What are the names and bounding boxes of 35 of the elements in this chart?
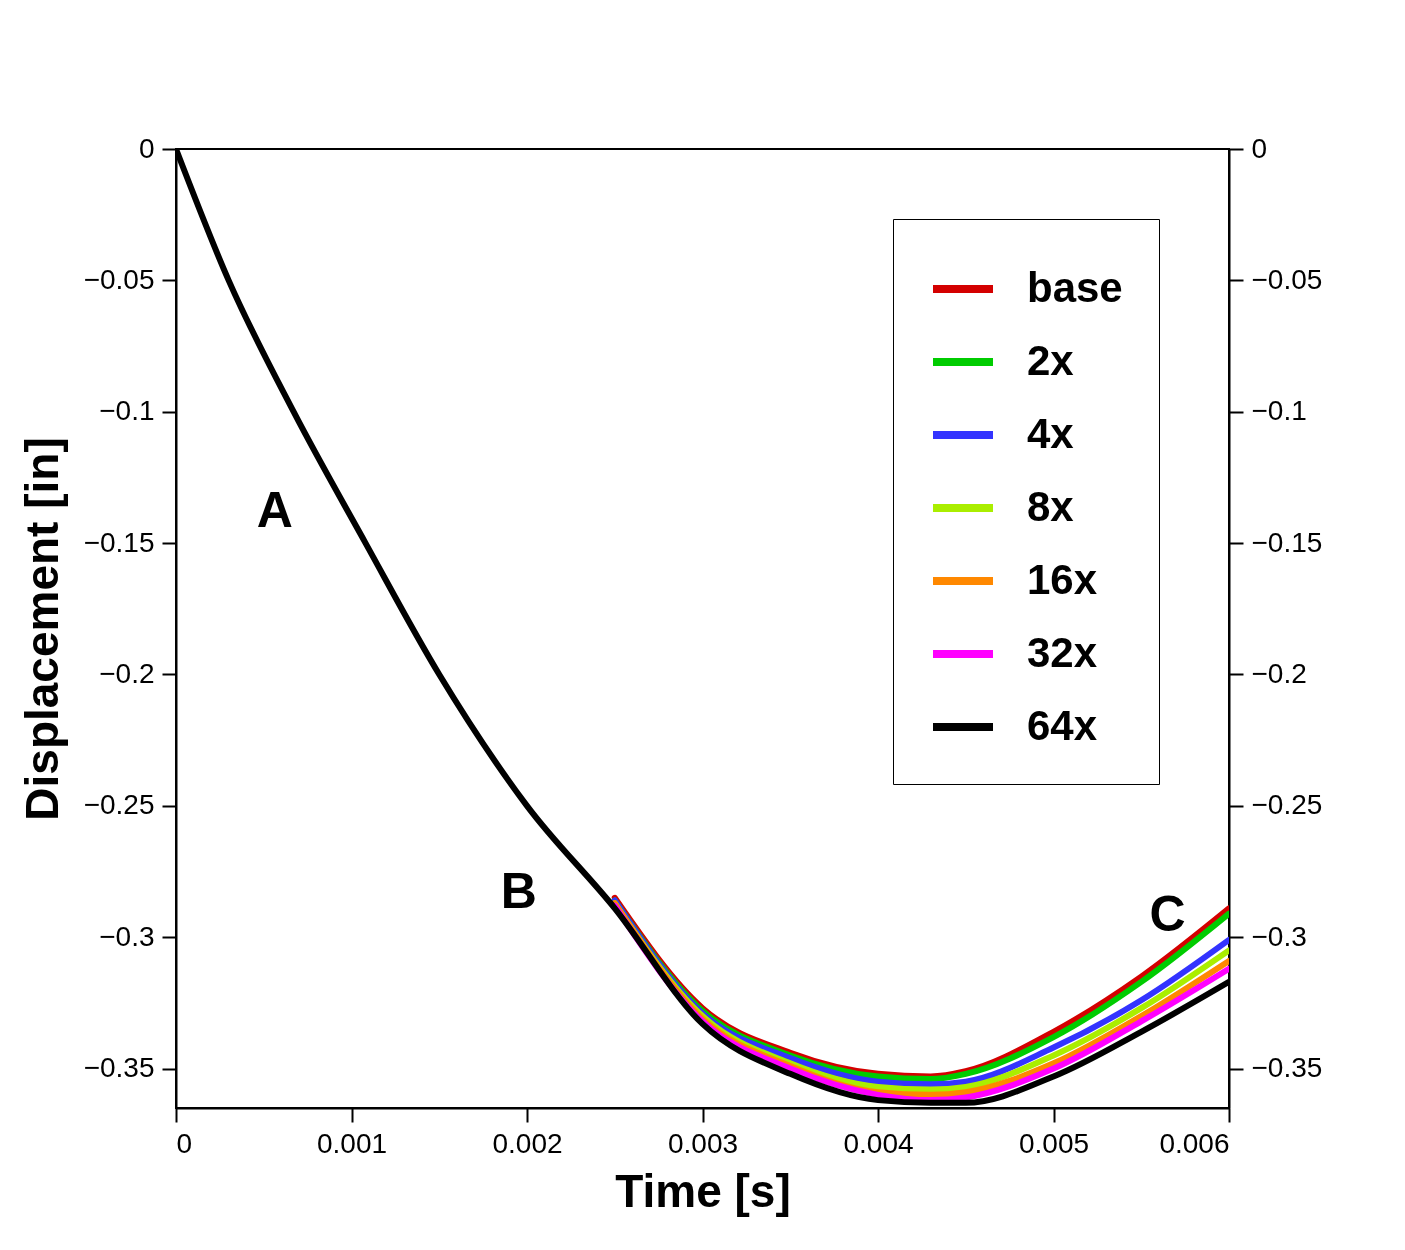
annotation: B — [500, 862, 537, 919]
annotation: A — [256, 481, 293, 538]
annotation: C — [1149, 885, 1186, 942]
x-tick-label: 0 — [176, 1127, 193, 1159]
y-tick-label: −0.35 — [83, 1052, 155, 1084]
x-axis-title: Time [s] — [615, 1164, 791, 1217]
legend-label: 2x — [1027, 337, 1075, 384]
legend-label: 64x — [1027, 702, 1098, 749]
y2-tick-label: −0.15 — [1251, 526, 1323, 558]
y-tick-label: −0.25 — [83, 789, 155, 821]
y2-tick-label: 0 — [1251, 132, 1268, 164]
legend-label: 16x — [1027, 556, 1098, 603]
y-tick-label: −0.15 — [83, 526, 155, 558]
y2-tick-label: −0.1 — [1251, 395, 1307, 427]
y2-tick-label: −0.05 — [1251, 263, 1323, 295]
y-axis-title: Displacement [in] — [15, 437, 68, 821]
legend-label: 32x — [1027, 629, 1098, 676]
x-tick-label: 0.002 — [492, 1127, 563, 1159]
x-tick-label: 0.001 — [316, 1127, 388, 1159]
y-tick-label: −0.3 — [99, 920, 155, 952]
x-tick-label: 0.006 — [1159, 1127, 1230, 1159]
y-tick-label: 0 — [138, 132, 155, 164]
y2-tick-label: −0.35 — [1251, 1052, 1323, 1084]
y2-tick-label: −0.3 — [1251, 920, 1307, 952]
y-tick-label: −0.2 — [99, 657, 155, 689]
x-tick-label: 0.005 — [1018, 1127, 1090, 1159]
legend-label: 4x — [1027, 410, 1075, 457]
y2-tick-label: −0.2 — [1251, 657, 1307, 689]
y-tick-label: −0.05 — [83, 263, 155, 295]
y2-tick-label: −0.25 — [1251, 789, 1323, 821]
x-tick-label: 0.004 — [843, 1127, 914, 1159]
y-tick-label: −0.1 — [99, 395, 155, 427]
legend-label: 8x — [1027, 483, 1075, 530]
legend-label: base — [1027, 264, 1123, 311]
x-tick-label: 0.003 — [667, 1127, 739, 1159]
